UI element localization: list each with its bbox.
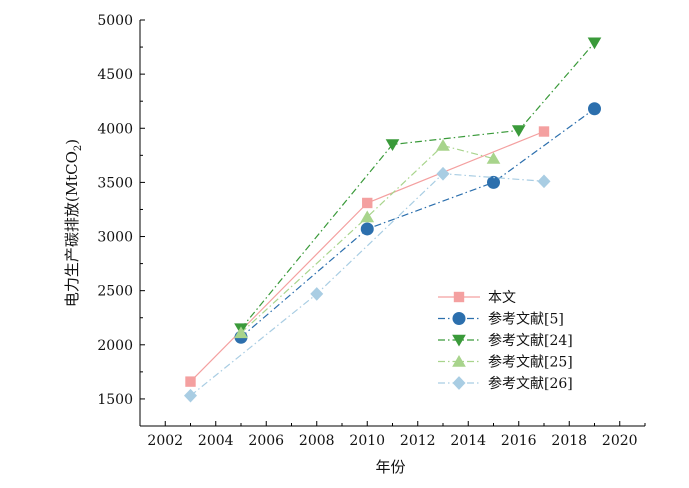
- series-4: [234, 139, 501, 339]
- series-line: [240, 144, 494, 334]
- legend-item: 参考文献[26]: [438, 375, 573, 392]
- y-axis-title-main: 电力生产碳排放(MtCO: [63, 151, 81, 307]
- legend-item: 参考文献[25]: [438, 354, 573, 371]
- legend-item: 参考文献[5]: [438, 311, 564, 328]
- data-point: [185, 376, 196, 387]
- y-tick-label: 4000: [97, 121, 133, 137]
- x-axis-title: 年份: [375, 458, 405, 476]
- data-point: [385, 139, 400, 152]
- data-point: [538, 126, 550, 137]
- data-point: [310, 287, 324, 301]
- y-tick-label: 2500: [97, 284, 133, 300]
- x-tick-label: 2002: [147, 433, 183, 449]
- legend-marker: [452, 376, 466, 390]
- legend-marker: [452, 312, 466, 325]
- x-tick-label: 2016: [501, 433, 537, 449]
- data-point: [587, 37, 602, 50]
- data-point: [486, 152, 501, 164]
- legend-label: 参考文献[24]: [488, 332, 573, 349]
- series-5: [184, 166, 551, 403]
- legend-label: 参考文献[25]: [488, 354, 573, 371]
- y-tick-label: 2000: [97, 338, 133, 354]
- legend-marker: [453, 291, 465, 303]
- y-tick-label: 1500: [97, 392, 133, 408]
- x-tick-label: 2018: [551, 433, 587, 449]
- data-point: [360, 222, 374, 236]
- data-point: [436, 166, 450, 181]
- x-tick-label: 2006: [248, 433, 284, 449]
- x-tick-label: 2010: [349, 433, 385, 449]
- x-tick-label: 2008: [299, 433, 335, 449]
- legend-marker: [452, 334, 466, 347]
- x-tick-label: 2020: [602, 433, 638, 449]
- data-point: [362, 197, 373, 209]
- series-2: [234, 102, 601, 344]
- data-point: [487, 175, 500, 189]
- x-tick-label: 2012: [400, 433, 436, 449]
- legend-item: 本文: [438, 290, 516, 306]
- y-tick-label: 4500: [97, 67, 133, 83]
- series-1: [185, 126, 550, 387]
- y-axis-title-end: ): [63, 139, 81, 145]
- series-line: [190, 173, 545, 397]
- series-line: [240, 42, 595, 329]
- y-tick-label: 5000: [97, 13, 133, 29]
- legend-label: 参考文献[5]: [488, 311, 564, 328]
- data-point: [360, 210, 375, 223]
- data-point: [537, 174, 551, 189]
- legend-label: 参考文献[26]: [488, 375, 573, 392]
- x-tick-label: 2004: [198, 433, 234, 449]
- y-tick-label: 3000: [97, 230, 133, 246]
- data-point: [436, 139, 450, 151]
- series-3: [234, 37, 602, 336]
- x-tick-label: 2014: [450, 433, 486, 449]
- series-layer: [184, 37, 602, 403]
- axes: 2002 2004 2006 2008 2010 2012 2014 2016 2018 2020…: [97, 13, 646, 449]
- legend-item: 参考文献[24]: [438, 332, 573, 349]
- data-point: [511, 125, 526, 137]
- y-axis-title-subscript: 2: [73, 145, 84, 151]
- legend-label: 本文: [488, 290, 516, 306]
- data-point: [234, 326, 248, 339]
- data-point: [588, 102, 601, 116]
- series-line: [240, 108, 595, 338]
- data-point: [184, 388, 197, 403]
- legend-marker: [452, 355, 466, 367]
- y-tick-label: 3500: [97, 175, 133, 191]
- y-axis-title: 电力生产碳排放(MtCO2): [63, 139, 84, 307]
